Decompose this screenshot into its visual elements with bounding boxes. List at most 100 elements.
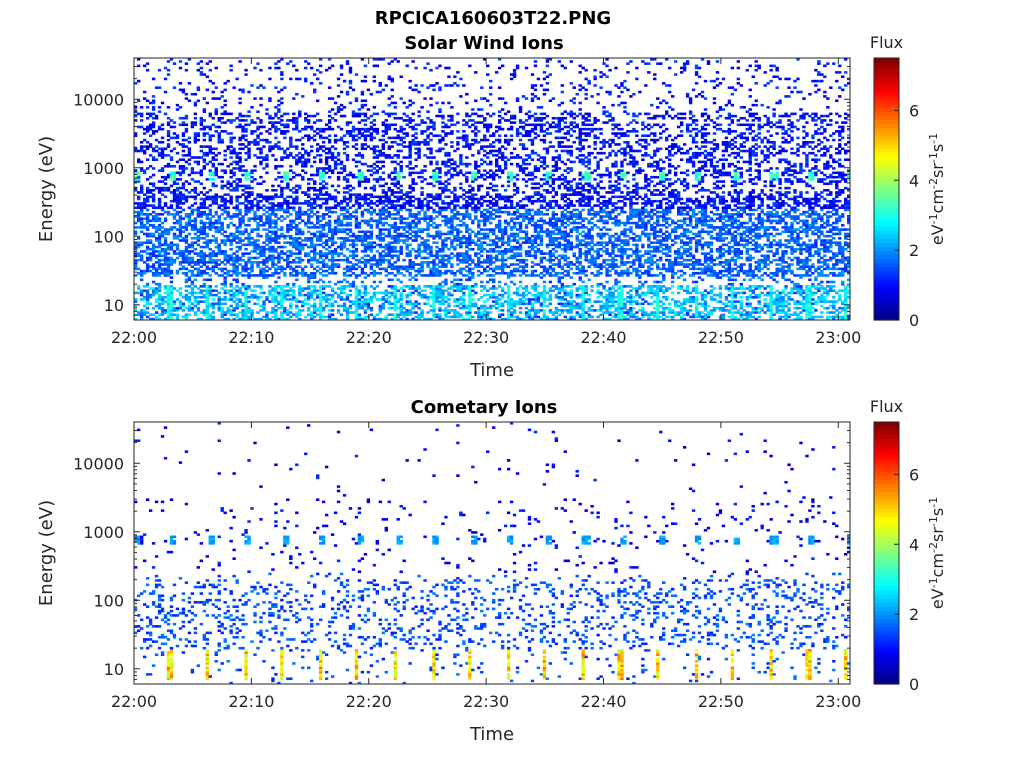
- heatmap-cell: [199, 116, 204, 120]
- heatmap-cell: [310, 232, 314, 236]
- heatmap-cell: [363, 289, 368, 293]
- heatmap-cell: [289, 223, 293, 227]
- heatmap-cell: [396, 267, 400, 271]
- heatmap-cell: [181, 182, 186, 186]
- heatmap-cell: [438, 175, 442, 179]
- heatmap-cell: [151, 116, 156, 120]
- heatmap-cell: [208, 315, 212, 319]
- heatmap-cell: [336, 110, 341, 113]
- heatmap-cell: [387, 112, 391, 116]
- heatmap-cell: [333, 197, 338, 201]
- heatmap-cell: [387, 147, 391, 151]
- heatmap-cell: [166, 123, 171, 127]
- heatmap-cell: [327, 250, 332, 253]
- heatmap-cell: [217, 206, 221, 210]
- heatmap-cell: [154, 219, 159, 223]
- heatmap-cell: [411, 195, 415, 199]
- heatmap-cell: [268, 215, 272, 218]
- heatmap-cell: [411, 234, 415, 238]
- heatmap-cell: [172, 193, 177, 196]
- heatmap-cell: [187, 149, 192, 153]
- heatmap-cell: [307, 252, 311, 255]
- heatmap-cell: [199, 149, 204, 153]
- heatmap-cell: [181, 154, 186, 157]
- heatmap-cell: [414, 304, 418, 308]
- heatmap-cell: [399, 206, 403, 210]
- heatmap-cell: [390, 287, 394, 290]
- heatmap-cell: [145, 245, 150, 249]
- heatmap-cell: [387, 195, 391, 199]
- heatmap-cell: [360, 280, 365, 284]
- heatmap-cell: [151, 125, 156, 129]
- heatmap-cell: [205, 306, 209, 310]
- heatmap-cell: [145, 232, 150, 236]
- heatmap-cell: [318, 186, 323, 190]
- heatmap-cell: [366, 127, 371, 131]
- heatmap-cell: [259, 254, 263, 258]
- heatmap-cell: [381, 254, 385, 258]
- heatmap-cell: [268, 250, 272, 253]
- heatmap-cell: [402, 197, 406, 201]
- heatmap-cell: [166, 186, 171, 190]
- heatmap-cell: [223, 171, 227, 175]
- heatmap-cell: [441, 191, 445, 194]
- heatmap-cell: [247, 154, 251, 157]
- heatmap-cell: [369, 230, 374, 234]
- heatmap-cell: [283, 202, 287, 205]
- heatmap-cell: [339, 199, 344, 203]
- heatmap-cell: [348, 254, 353, 258]
- heatmap-cell: [369, 265, 374, 268]
- heatmap-cell: [154, 298, 159, 301]
- heatmap-cell: [304, 60, 308, 63]
- heatmap-cell: [151, 280, 156, 284]
- heatmap-cell: [354, 221, 359, 225]
- heatmap-cell: [193, 103, 198, 107]
- heatmap-cell: [345, 280, 350, 284]
- heatmap-cell: [235, 178, 239, 181]
- heatmap-cell: [220, 250, 224, 253]
- heatmap-cell: [277, 127, 281, 131]
- heatmap-cell: [268, 197, 272, 201]
- heatmap-cell: [274, 127, 278, 131]
- heatmap-cell: [441, 114, 445, 118]
- heatmap-cell: [333, 226, 338, 229]
- heatmap-cell: [345, 317, 350, 321]
- heatmap-cell: [256, 217, 260, 220]
- heatmap-cell: [238, 178, 242, 181]
- heatmap-cell: [324, 167, 329, 170]
- heatmap-cell: [298, 184, 302, 188]
- heatmap-cell: [301, 293, 305, 297]
- heatmap-cell: [214, 221, 218, 225]
- heatmap-cell: [360, 103, 365, 107]
- heatmap-cell: [310, 202, 314, 205]
- heatmap-cell: [157, 267, 162, 271]
- heatmap-cell: [336, 106, 341, 109]
- heatmap-cell: [387, 295, 391, 299]
- heatmap-cell: [453, 237, 457, 240]
- heatmap-cell: [342, 285, 347, 288]
- heatmap-cell: [321, 269, 326, 273]
- heatmap-cell: [268, 116, 272, 120]
- heatmap-cell: [390, 95, 394, 98]
- heatmap-cell: [235, 213, 239, 216]
- heatmap-cell: [172, 199, 177, 203]
- heatmap-cell: [411, 247, 415, 251]
- heatmap-cell: [232, 149, 236, 153]
- heatmap-cell: [184, 274, 189, 277]
- heatmap-cell: [169, 285, 174, 288]
- heatmap-cell: [134, 134, 138, 137]
- heatmap-cell: [321, 309, 326, 312]
- heatmap-cell: [339, 291, 344, 295]
- heatmap-cell: [301, 154, 305, 157]
- heatmap-cell: [307, 114, 311, 118]
- heatmap-cell: [307, 213, 311, 216]
- heatmap-cell: [381, 237, 385, 240]
- heatmap-cell: [414, 226, 418, 229]
- heatmap-cell: [435, 315, 439, 319]
- heatmap-cell: [256, 182, 260, 186]
- heatmap-cell: [426, 156, 430, 159]
- heatmap-cell: [456, 213, 460, 216]
- heatmap-cell: [205, 271, 209, 275]
- heatmap-cell: [384, 208, 388, 212]
- heatmap-cell: [160, 221, 165, 225]
